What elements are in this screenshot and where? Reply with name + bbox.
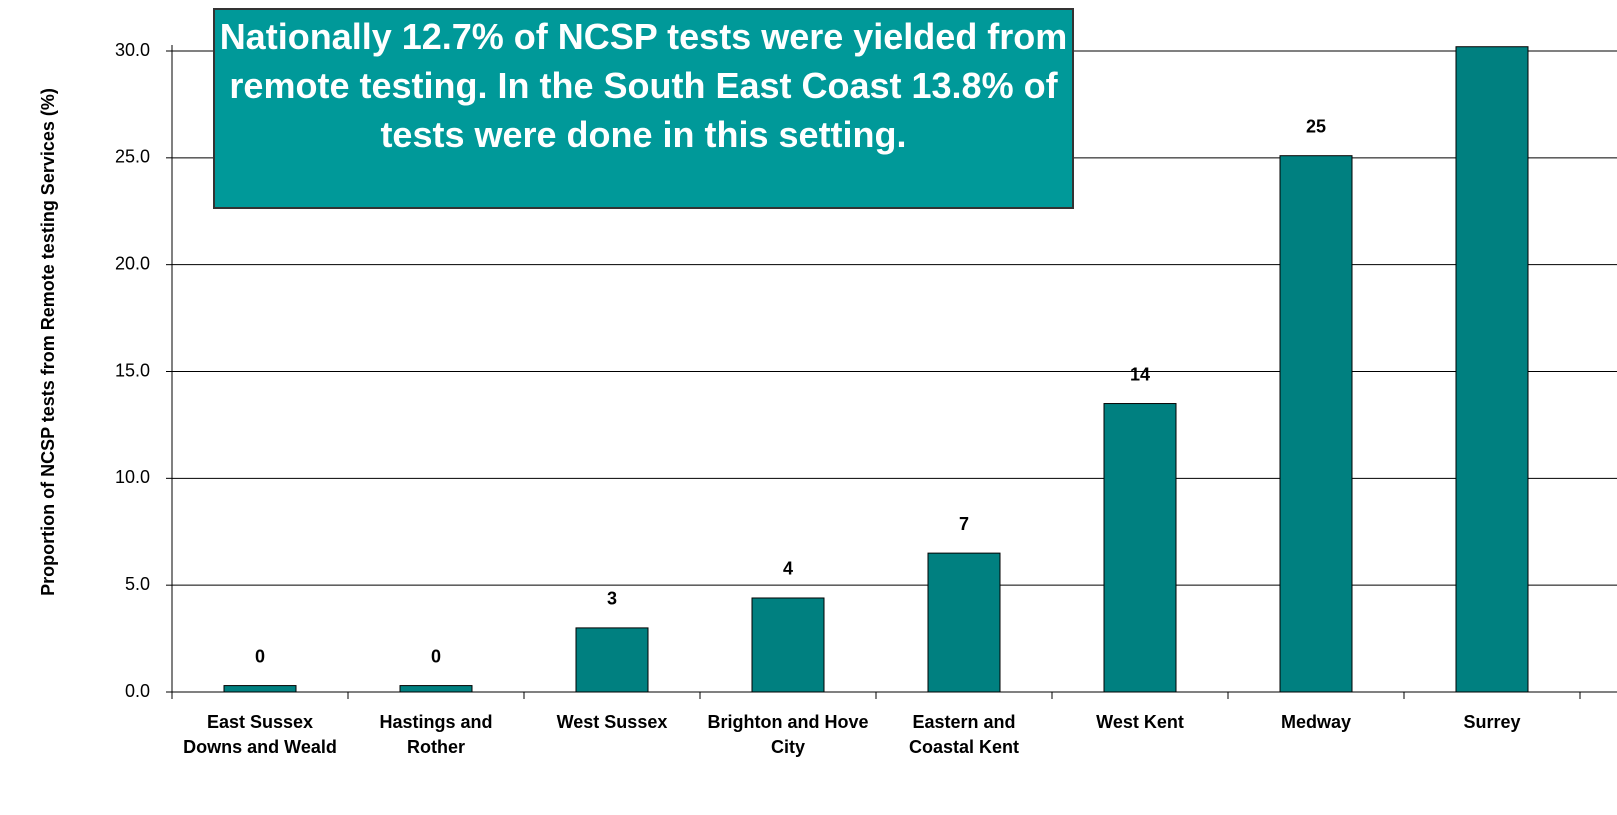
y-tick-label: 20.0 xyxy=(115,253,150,273)
y-tick-label: 5.0 xyxy=(125,574,150,594)
y-axis-label: Proportion of NCSP tests from Remote tes… xyxy=(38,88,58,596)
x-tick-label: East Sussex Downs and Weald xyxy=(183,712,337,757)
bar xyxy=(1279,155,1353,693)
x-tick-label: West Sussex xyxy=(556,712,668,732)
data-label: 4 xyxy=(783,559,793,579)
bar xyxy=(575,627,649,693)
data-label: 0 xyxy=(431,646,441,666)
y-tick-label: 25.0 xyxy=(115,147,150,167)
bar xyxy=(399,685,473,693)
y-tick-label: 30.0 xyxy=(115,40,150,60)
bar xyxy=(1103,403,1177,693)
annotation: Nationally 12.7% of NCSP tests were yiel… xyxy=(213,8,1074,209)
data-label: 7 xyxy=(959,514,969,534)
x-tick-label: Eastern and Coastal Kent xyxy=(908,712,1020,757)
y-tick-label: 10.0 xyxy=(115,467,150,487)
data-label: 0 xyxy=(255,646,265,666)
x-tick-label: Surrey xyxy=(1463,712,1521,732)
bar xyxy=(1455,46,1529,693)
x-tick-label: Brighton and Hove City xyxy=(707,712,869,757)
bar xyxy=(223,685,297,693)
data-label: 14 xyxy=(1130,364,1150,384)
bar xyxy=(927,552,1001,693)
y-tick-label: 0.0 xyxy=(125,681,150,701)
data-label: 3 xyxy=(607,589,617,609)
bar xyxy=(751,597,825,693)
data-label: 25 xyxy=(1306,116,1326,136)
x-tick-label: Medway xyxy=(1280,712,1352,732)
y-tick-label: 15.0 xyxy=(115,360,150,380)
x-tick-label: West Kent xyxy=(1096,712,1184,732)
x-tick-label: Hastings and Rother xyxy=(379,712,493,757)
